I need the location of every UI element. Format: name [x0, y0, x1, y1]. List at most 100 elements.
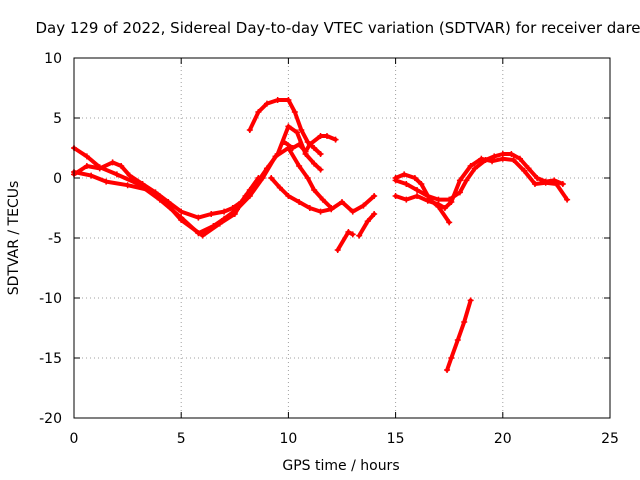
data-point: [521, 167, 528, 174]
y-tick-label: 10: [44, 51, 62, 67]
y-tick-label: -15: [39, 351, 62, 367]
data-point: [392, 193, 399, 199]
series-track-3: [71, 159, 262, 221]
data-point: [296, 141, 303, 148]
data-point: [489, 158, 496, 165]
data-point: [83, 153, 90, 160]
data-point: [178, 217, 185, 223]
data-point: [531, 181, 538, 187]
data-point: [311, 187, 318, 193]
data-point: [559, 181, 566, 187]
data-point: [118, 163, 125, 169]
data-point: [339, 199, 345, 205]
data-point: [311, 160, 318, 167]
data-point: [345, 229, 352, 235]
data-point: [306, 205, 313, 211]
data-point: [298, 127, 305, 133]
data-point: [263, 165, 270, 172]
data-point: [293, 129, 300, 136]
data-point: [463, 177, 470, 184]
series-track-8: [356, 211, 378, 239]
data-point: [356, 232, 363, 239]
data-point: [139, 181, 146, 187]
data-point: [246, 187, 253, 193]
x-tick-label: 25: [601, 431, 619, 447]
data-point: [268, 175, 275, 181]
x-tick-label: 0: [70, 431, 79, 447]
data-point: [103, 178, 110, 185]
data-point: [360, 202, 367, 209]
x-tick-label: 20: [494, 431, 512, 447]
data-point: [371, 193, 378, 199]
data-point: [96, 165, 103, 172]
y-tick-label: -5: [48, 231, 62, 247]
y-tick-label: 5: [53, 111, 62, 127]
data-point: [454, 337, 461, 343]
data-point: [516, 155, 523, 162]
data-point: [208, 211, 215, 217]
data-point: [231, 211, 238, 217]
data-point: [255, 109, 262, 115]
data-point: [510, 157, 517, 163]
data-point: [306, 141, 313, 148]
data-point: [195, 214, 202, 221]
data-point: [152, 189, 159, 196]
series-track-5: [281, 133, 339, 155]
data-point: [285, 97, 292, 103]
data-point: [534, 175, 541, 181]
data-point: [216, 220, 223, 227]
data-point: [296, 163, 303, 169]
data-point: [441, 205, 448, 211]
data-point: [317, 133, 324, 139]
axis-ticks: 0 5 10 15 20 25 -20 -15 -10 -5 0 5 10: [39, 51, 619, 447]
data-point: [317, 151, 324, 157]
data-point: [471, 165, 478, 172]
data-point: [199, 232, 206, 239]
data-point: [274, 97, 281, 103]
data-point: [435, 203, 442, 210]
data-point: [323, 133, 330, 139]
data-point: [349, 208, 356, 215]
data-point: [319, 196, 326, 203]
data-point: [448, 199, 455, 205]
data-point: [467, 297, 474, 304]
series-line: [72, 124, 323, 238]
data-point: [553, 181, 560, 187]
data-point: [456, 177, 463, 184]
data-point: [165, 199, 172, 205]
data-point: [109, 159, 116, 166]
data-point: [124, 182, 131, 189]
series-track-12: [444, 297, 474, 373]
data-point: [178, 208, 185, 215]
data-point: [255, 175, 262, 181]
data-point: [334, 247, 341, 253]
data-point: [401, 171, 408, 178]
data-point: [448, 355, 455, 361]
data-point: [332, 136, 339, 143]
data-point: [467, 163, 474, 169]
data-point: [304, 175, 311, 181]
data-point: [403, 196, 410, 203]
data-point: [311, 145, 318, 151]
data-point: [446, 219, 453, 226]
data-point: [414, 193, 421, 199]
data-point: [328, 206, 335, 213]
x-tick-label: 10: [279, 431, 297, 447]
y-tick-label: -10: [39, 291, 62, 307]
data-point: [229, 205, 236, 211]
data-point: [491, 153, 498, 160]
data-point: [83, 163, 90, 169]
data-point: [542, 179, 549, 186]
data-point: [478, 155, 485, 162]
data-series: [71, 97, 571, 373]
data-point: [317, 166, 324, 173]
x-tick-label: 15: [387, 431, 405, 447]
data-point: [126, 172, 133, 179]
data-point: [371, 211, 378, 217]
data-point: [508, 151, 515, 157]
data-point: [285, 123, 292, 130]
data-point: [456, 189, 463, 196]
data-point: [291, 109, 298, 115]
